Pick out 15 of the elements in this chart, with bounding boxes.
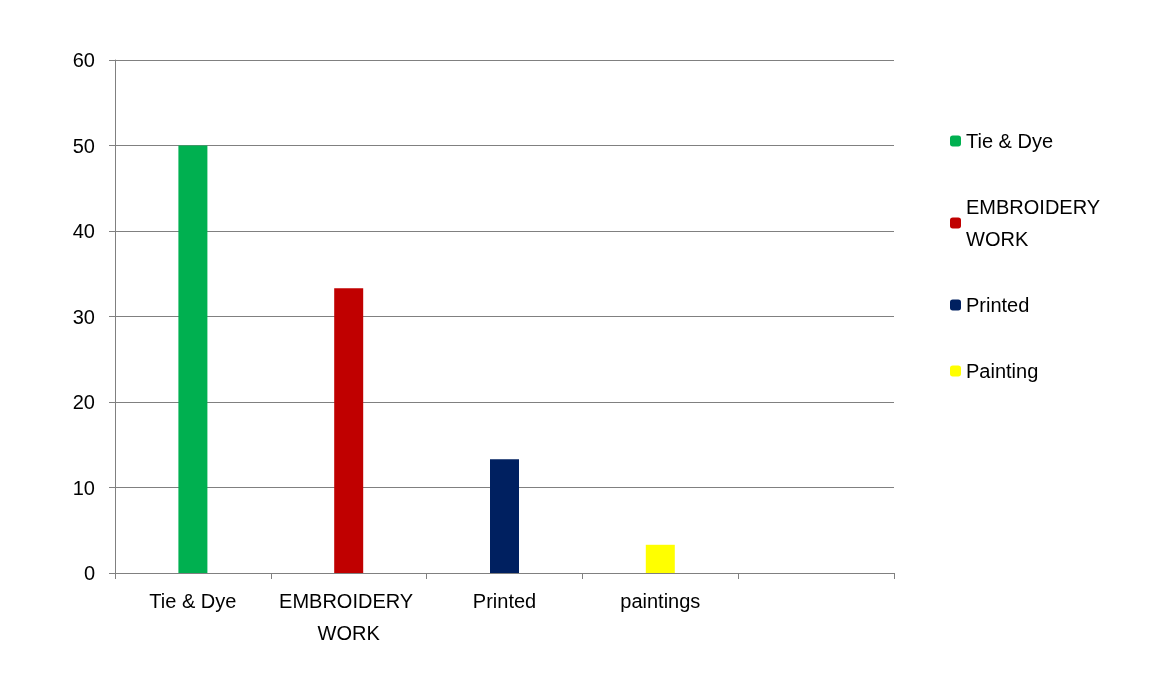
x-tick-label: paintings [620,590,701,612]
legend-label: EMBROIDERY WORK [966,196,1106,250]
legend-label: Printed [966,294,1030,316]
y-tick-label: 0 [83,562,95,584]
legend-label: Tie & Dye [966,130,1054,152]
y-tick-label: 30 [72,305,95,328]
y-tick-label: 40 [72,220,95,242]
y-tick-label: 20 [72,391,95,413]
x-tick-label: EMBROIDERY WORK [279,590,419,644]
legend-label: Painting [966,360,1039,382]
y-tick-label: 10 [72,476,95,499]
y-tick-label: 60 [72,49,95,71]
x-tick-label: Tie & Dye [149,590,237,612]
y-tick-label: 50 [72,134,95,157]
x-tick-label: Printed [472,590,537,612]
